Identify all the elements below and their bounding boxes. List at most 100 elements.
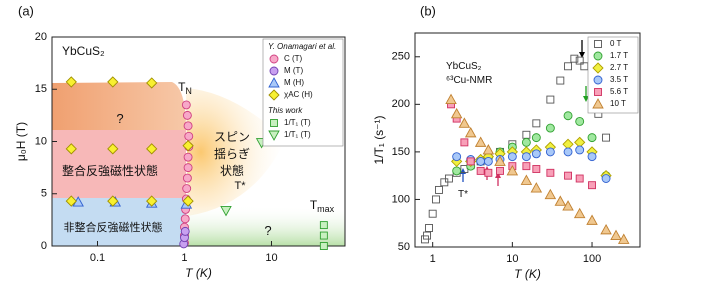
annotation-text: T <box>178 80 186 94</box>
marker <box>183 163 193 173</box>
marker <box>483 156 493 166</box>
annotation-text: ? <box>116 111 123 126</box>
marker <box>444 174 453 183</box>
arrow-head <box>579 52 585 58</box>
marker <box>564 62 572 71</box>
y-axis-title: μ₀H (T) <box>14 122 28 161</box>
annotation-text: YbCuS₂ <box>446 61 482 72</box>
marker <box>466 157 475 166</box>
marker <box>484 168 493 177</box>
annotation: T* <box>235 180 247 192</box>
x-tick-label: 100 <box>583 253 601 265</box>
y-tick-label: 10 <box>35 135 47 147</box>
legend-label: 5.6 T <box>610 87 628 96</box>
marker <box>270 119 278 127</box>
series <box>447 100 596 190</box>
marker <box>587 152 597 162</box>
annotation: 整合反強磁性状態 <box>62 163 158 178</box>
annotation: YbCuS₂ <box>446 61 482 72</box>
marker <box>184 131 194 141</box>
marker <box>319 231 328 240</box>
plot-frame <box>414 32 641 248</box>
marker <box>425 224 433 232</box>
annotation-text: 非整合反強磁性状態 <box>64 220 163 234</box>
y-tick-label: 50 <box>398 241 410 253</box>
marker <box>182 195 194 207</box>
marker <box>268 89 280 101</box>
arrow-head <box>495 172 501 178</box>
annotation: ? <box>264 223 271 238</box>
annotation: 状態 <box>220 163 244 178</box>
marker <box>496 166 504 175</box>
marker <box>183 152 193 162</box>
marker <box>588 181 596 190</box>
marker <box>146 143 158 155</box>
marker <box>573 207 586 219</box>
marker <box>586 214 598 225</box>
legend-label: M (T) <box>284 66 303 75</box>
marker <box>545 147 555 157</box>
marker <box>460 138 469 147</box>
marker <box>458 117 471 128</box>
marker <box>423 231 432 240</box>
annotation: ⁶³Cu-NMR <box>446 75 492 86</box>
marker <box>482 144 495 155</box>
marker <box>593 75 603 85</box>
legend-label: 1/T₁ (T) <box>284 118 311 127</box>
series <box>445 93 630 244</box>
marker <box>554 195 567 206</box>
marker <box>65 195 77 207</box>
marker <box>146 77 158 89</box>
marker <box>556 76 565 85</box>
marker <box>506 164 519 176</box>
y-tick-label: 250 <box>392 51 410 63</box>
marker <box>452 166 462 176</box>
series <box>179 226 190 249</box>
annotation-text: 揺らぎ <box>214 147 250 161</box>
marker <box>563 147 573 157</box>
x-tick-label: 1 <box>181 252 187 264</box>
annotation-text: T* <box>235 180 247 192</box>
marker <box>545 123 555 133</box>
marker <box>593 51 603 61</box>
phase-regions <box>52 82 345 246</box>
legend-label: 10 T <box>610 99 626 108</box>
marker <box>107 143 119 155</box>
legend-label: 1/T₁ (T) <box>284 130 311 139</box>
x-tick-label: 0.1 <box>90 252 105 264</box>
marker <box>531 149 541 159</box>
x-tick-label: 10 <box>506 253 518 265</box>
marker <box>180 214 190 224</box>
marker <box>474 136 487 147</box>
marker <box>464 126 477 138</box>
marker <box>494 155 506 166</box>
marker <box>182 110 192 120</box>
marker <box>546 95 555 104</box>
marker <box>107 195 119 207</box>
legend-group-title: Y. Onamagari et al. <box>268 42 336 51</box>
annotation: YbCuS₂ <box>62 44 105 58</box>
region-orange <box>52 82 186 130</box>
marker <box>450 107 463 119</box>
marker <box>575 56 584 65</box>
marker <box>507 152 517 162</box>
marker <box>610 229 622 241</box>
y-tick-label: 15 <box>35 83 47 95</box>
legend-label: 3.5 T <box>610 75 628 84</box>
y-tick-label: 100 <box>392 193 410 205</box>
y-tick-label: 0 <box>41 240 47 252</box>
marker <box>521 152 531 162</box>
annotation: Tmax <box>310 198 335 214</box>
marker <box>532 165 541 173</box>
marker <box>575 117 585 126</box>
y-tick-label: 150 <box>392 146 410 158</box>
marker <box>65 76 77 88</box>
marker <box>452 152 462 162</box>
marker <box>181 100 191 110</box>
marker <box>592 62 604 74</box>
legend-label: χAC (H) <box>284 90 313 99</box>
marker <box>268 77 280 88</box>
annotation-text: 整合反強磁性状態 <box>62 163 158 178</box>
annotation-sub: max <box>317 204 335 214</box>
